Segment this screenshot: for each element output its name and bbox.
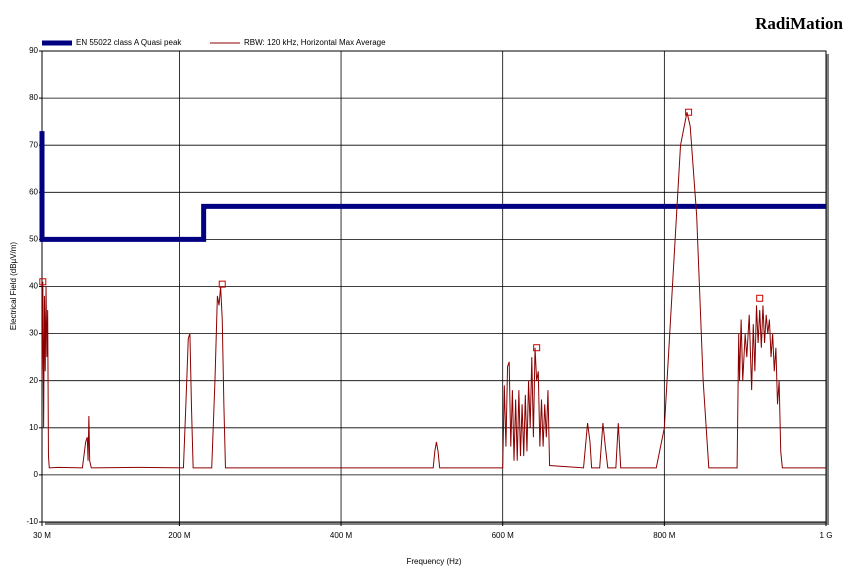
- x-tick-label: 200 M: [168, 531, 191, 540]
- series-line: [41, 112, 826, 469]
- y-tick-label: 0: [34, 470, 39, 479]
- y-tick-label: 80: [29, 93, 38, 102]
- y-tick-label: 70: [29, 140, 38, 149]
- x-tick-label: 600 M: [492, 531, 515, 540]
- x-tick-label: 30 M: [33, 531, 51, 540]
- y-tick-label: 50: [29, 235, 38, 244]
- peak-marker: [39, 278, 47, 286]
- y-tick-label: 10: [29, 423, 38, 432]
- y-axis-label: Electrical Field (dBµV/m): [9, 242, 18, 331]
- y-tick-label: -10: [26, 517, 38, 526]
- y-tick-label: 30: [29, 329, 38, 338]
- x-tick-label: 1 G: [820, 531, 833, 540]
- x-tick-label: 400 M: [330, 531, 353, 540]
- y-tick-label: 40: [29, 282, 38, 291]
- peak-marker: [533, 344, 541, 352]
- brand-logo: RadiMation: [755, 14, 843, 33]
- x-axis-label: Frequency (Hz): [406, 557, 461, 566]
- y-tick-label: 90: [29, 46, 38, 55]
- x-tick-label: 800 M: [653, 531, 676, 540]
- series-line: [39, 131, 826, 242]
- legend-label: RBW: 120 kHz, Horizontal Max Average: [244, 38, 386, 47]
- legend-label: EN 55022 class A Quasi peak: [76, 38, 182, 47]
- peak-marker: [756, 294, 764, 302]
- peak-marker: [218, 280, 226, 288]
- y-tick-label: 60: [29, 187, 38, 196]
- peak-marker: [685, 108, 693, 116]
- y-tick-label: 20: [29, 376, 38, 385]
